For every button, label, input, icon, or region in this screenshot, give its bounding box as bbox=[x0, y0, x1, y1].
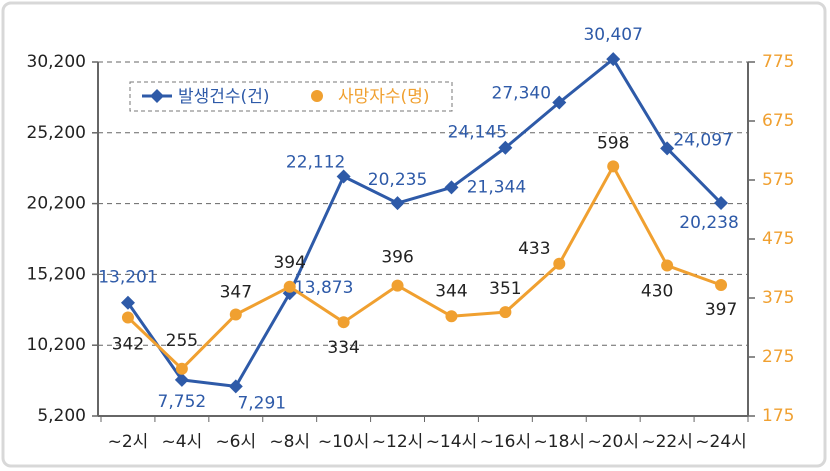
x-tick-label: ~10시 bbox=[318, 432, 370, 452]
point bbox=[607, 160, 620, 173]
y-tick-label: 10,200 bbox=[27, 335, 86, 355]
data-label: 7,291 bbox=[237, 393, 286, 413]
x-tick-label: ~8시 bbox=[269, 432, 310, 452]
x-tick-label: ~6시 bbox=[215, 432, 256, 452]
y-tick-label: 30,200 bbox=[27, 52, 86, 72]
data-label: 255 bbox=[166, 331, 198, 351]
y2-tick-label: 675 bbox=[762, 111, 794, 131]
data-label: 396 bbox=[381, 248, 413, 268]
legend-marker bbox=[150, 89, 164, 103]
data-label: 21,344 bbox=[467, 177, 526, 197]
point bbox=[553, 257, 566, 270]
y2-tick-label: 775 bbox=[762, 52, 794, 72]
data-label: 20,238 bbox=[679, 213, 738, 233]
x-tick-label: ~2시 bbox=[108, 432, 149, 452]
data-label: 24,097 bbox=[673, 130, 732, 150]
x-tick-label: ~12시 bbox=[372, 432, 424, 452]
point bbox=[661, 259, 674, 272]
data-label: 433 bbox=[518, 239, 550, 259]
data-label: 13,873 bbox=[294, 278, 353, 298]
data-label: 334 bbox=[327, 338, 359, 358]
y-tick-label: 5,200 bbox=[37, 406, 86, 426]
point bbox=[120, 295, 135, 310]
point bbox=[445, 310, 458, 323]
x-tick-label: ~18시 bbox=[534, 432, 586, 452]
data-label: 24,145 bbox=[448, 123, 507, 143]
data-label: 344 bbox=[435, 281, 467, 301]
point bbox=[660, 141, 675, 156]
data-label: 20,235 bbox=[368, 170, 427, 190]
point bbox=[175, 362, 188, 375]
point bbox=[390, 196, 405, 211]
data-label: 13,201 bbox=[98, 268, 157, 288]
x-tick-label: ~14시 bbox=[426, 432, 478, 452]
x-tick-label: ~22시 bbox=[641, 432, 693, 452]
data-label: 22,112 bbox=[286, 153, 345, 173]
y2-tick-label: 175 bbox=[762, 406, 794, 426]
x-tick-label: ~4시 bbox=[162, 432, 203, 452]
x-tick-label: ~24시 bbox=[695, 432, 747, 452]
y2-tick-label: 375 bbox=[762, 288, 794, 308]
data-label: 397 bbox=[705, 300, 737, 320]
data-label: 30,407 bbox=[583, 25, 642, 45]
y-tick-label: 20,200 bbox=[27, 194, 86, 214]
point bbox=[498, 140, 513, 155]
legend-label: 발생건수(건) bbox=[178, 87, 269, 107]
legend-box bbox=[129, 81, 453, 112]
point bbox=[606, 52, 621, 67]
point bbox=[714, 196, 729, 211]
point bbox=[229, 308, 242, 321]
series-line bbox=[126, 164, 722, 371]
y2-tick-label: 575 bbox=[762, 170, 794, 190]
data-label: 7,752 bbox=[158, 392, 207, 412]
data-label: 351 bbox=[489, 279, 521, 299]
point bbox=[174, 372, 189, 387]
y-tick-label: 25,200 bbox=[27, 123, 86, 143]
x-tick-label: ~16시 bbox=[480, 432, 532, 452]
legend-marker bbox=[311, 90, 323, 102]
point bbox=[336, 169, 351, 184]
data-label: 430 bbox=[641, 282, 673, 302]
y2-tick-label: 275 bbox=[762, 347, 794, 367]
data-label: 347 bbox=[220, 283, 252, 303]
point bbox=[444, 180, 459, 195]
data-label: 394 bbox=[273, 253, 305, 273]
y2-tick-label: 475 bbox=[762, 229, 794, 249]
y-tick-label: 15,200 bbox=[27, 264, 86, 284]
point bbox=[552, 95, 567, 110]
series-line bbox=[126, 57, 723, 388]
point bbox=[391, 279, 404, 292]
point bbox=[283, 280, 296, 293]
point bbox=[228, 379, 243, 394]
legend-label: 사망자수(명) bbox=[338, 87, 429, 107]
point bbox=[121, 311, 134, 324]
data-label: 598 bbox=[597, 133, 629, 153]
point bbox=[715, 279, 728, 292]
point bbox=[337, 316, 350, 329]
x-tick-label: ~20시 bbox=[587, 432, 639, 452]
data-label: 342 bbox=[112, 334, 144, 354]
point bbox=[499, 306, 512, 319]
data-label: 27,340 bbox=[492, 83, 551, 103]
